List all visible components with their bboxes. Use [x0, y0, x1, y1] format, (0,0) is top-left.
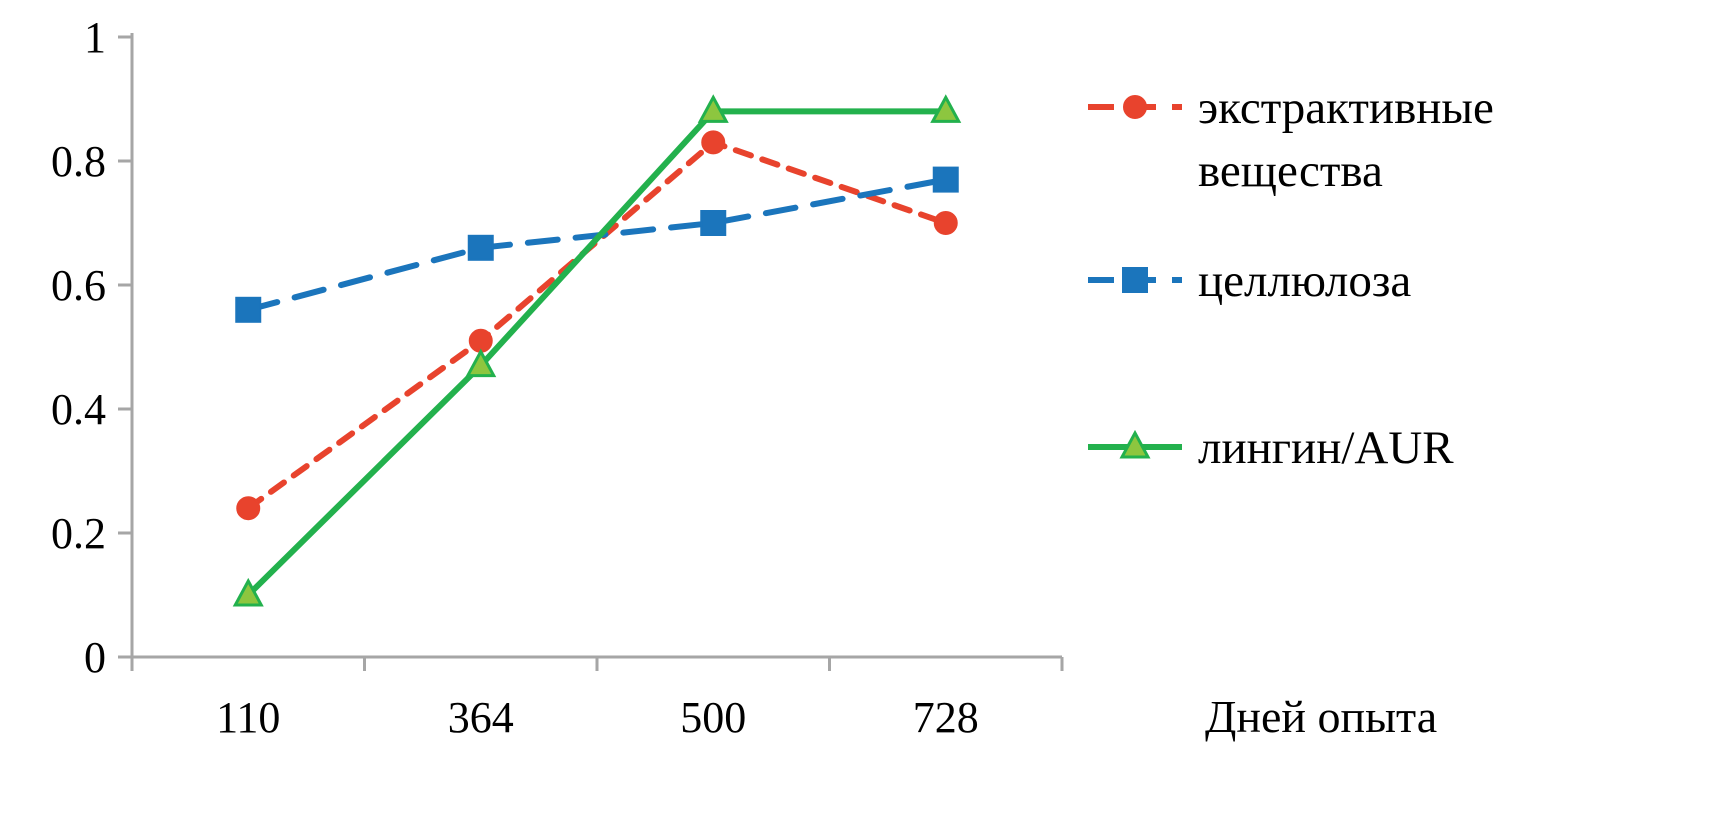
- x-tick-label: 110: [216, 693, 280, 742]
- marker-triangle: [232, 577, 264, 607]
- marker-triangle: [465, 348, 497, 378]
- y-tick-label: 1: [84, 13, 106, 62]
- y-tick-label: 0.2: [51, 509, 106, 558]
- marker-triangle: [1119, 429, 1151, 459]
- legend-label-extractives: вещества: [1198, 145, 1383, 197]
- y-tick-label: 0.6: [51, 261, 106, 310]
- legend: экстрактивные вещества целлюлоза лингин/AUR: [1088, 82, 1494, 474]
- marker-square: [932, 166, 959, 193]
- marker-triangle: [930, 94, 962, 123]
- x-axis-title: Дней опыта: [1205, 691, 1437, 742]
- x-tick-label: 500: [680, 693, 746, 742]
- marker-circle: [236, 496, 261, 521]
- legend-label-extractives: экстрактивные: [1198, 82, 1494, 134]
- marker-square: [235, 296, 262, 323]
- series-extractives: [236, 130, 958, 521]
- marker-circle: [1123, 95, 1147, 119]
- legend-label-cellulose: целлюлоза: [1198, 255, 1411, 307]
- legend-item-extractives: экстрактивные вещества: [1088, 82, 1494, 197]
- series-line-lignin: [245, 108, 949, 598]
- x-tick-label: 364: [448, 693, 514, 742]
- legend-item-cellulose: целлюлоза: [1088, 255, 1411, 307]
- y-tick-label: 0: [84, 633, 106, 682]
- y-tick-label: 0.4: [51, 385, 106, 434]
- legend-label-lignin: лингин/AUR: [1198, 422, 1454, 474]
- marker-square: [467, 234, 494, 261]
- marker-circle: [701, 130, 726, 155]
- marker-triangle: [697, 94, 729, 123]
- series-lignin: [232, 94, 962, 607]
- marker-square: [1122, 267, 1148, 293]
- axes: 0 0.2 0.4 0.6 0.8 1 110 364 500 728: [51, 13, 1064, 742]
- legend-item-lignin: лингин/AUR: [1088, 422, 1454, 474]
- y-tick-label: 0.8: [51, 137, 106, 186]
- marker-circle: [933, 211, 958, 235]
- marker-square: [700, 210, 727, 236]
- x-tick-label: 728: [913, 693, 979, 742]
- series-line-extractives: [245, 139, 949, 512]
